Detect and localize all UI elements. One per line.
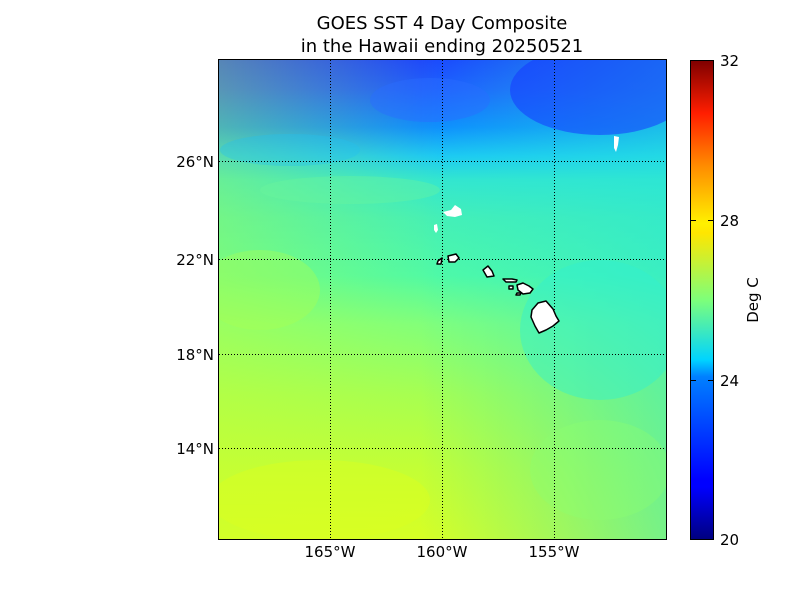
island-hawaii bbox=[530, 300, 560, 334]
colorbar-tick-20: 20 bbox=[720, 531, 739, 549]
lat-label-18n: 18°N bbox=[176, 346, 214, 364]
lon-label-160w: 160°W bbox=[417, 543, 468, 561]
island-maui bbox=[516, 282, 534, 295]
lon-label-165w: 165°W bbox=[305, 543, 356, 561]
map-frame bbox=[218, 59, 667, 540]
gridlines bbox=[219, 60, 666, 539]
colorbar-tick-32: 32 bbox=[720, 52, 739, 70]
lat-labels: 26°N 22°N 18°N 14°N bbox=[176, 153, 214, 458]
colorbar: 20 24 28 32 Deg C bbox=[690, 52, 762, 549]
island-north-speck bbox=[614, 136, 619, 152]
island-lanai bbox=[508, 285, 514, 290]
lon-label-155w: 155°W bbox=[529, 543, 580, 561]
colorbar-tick-24: 24 bbox=[720, 372, 739, 390]
island-molokai bbox=[502, 278, 518, 283]
colorbar-tick-28: 28 bbox=[720, 212, 739, 230]
island-french-frigate bbox=[434, 224, 438, 233]
colorbar-ticks bbox=[690, 60, 714, 540]
lat-label-14n: 14°N bbox=[176, 440, 214, 458]
figure-title: GOES SST 4 Day Composite in the Hawaii e… bbox=[218, 12, 666, 58]
island-kahoolawe bbox=[515, 292, 522, 296]
island-oahu bbox=[482, 265, 495, 278]
colorbar-label: Deg C bbox=[744, 277, 762, 323]
islands bbox=[434, 136, 619, 334]
title-line-2: in the Hawaii ending 20250521 bbox=[300, 36, 584, 57]
colorbar-gradient bbox=[690, 60, 714, 540]
lon-labels: 165°W 160°W 155°W bbox=[305, 543, 580, 561]
island-niihau bbox=[436, 257, 443, 265]
sst-field bbox=[219, 60, 666, 539]
island-kauai bbox=[447, 253, 460, 263]
lat-label-22n: 22°N bbox=[176, 251, 214, 269]
lat-label-26n: 26°N bbox=[176, 153, 214, 171]
title-line-1: GOES SST 4 Day Composite bbox=[316, 13, 568, 34]
island-nihoa-shoal bbox=[443, 205, 462, 217]
